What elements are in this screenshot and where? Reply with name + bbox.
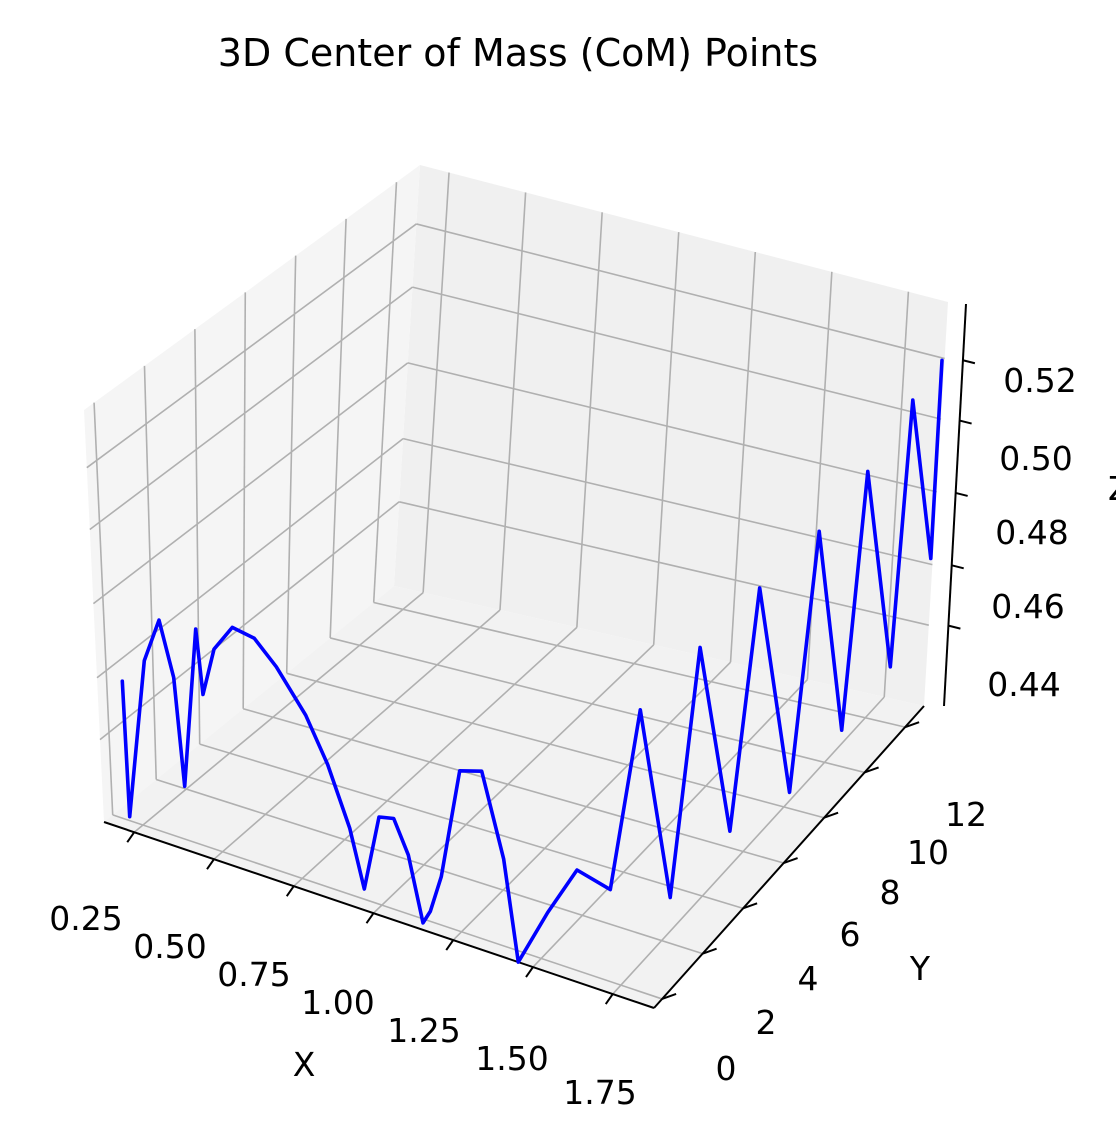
y-gridline-left [194, 329, 201, 745]
y-tick-label: 4 [798, 959, 819, 998]
z-tick [951, 564, 964, 570]
z-tick-label: 0.50 [999, 439, 1072, 478]
x-tick-labels: 0.25 0.50 0.75 1.00 1.25 1.50 1.75 [49, 899, 636, 1112]
axes [103, 303, 967, 1009]
z-gridline-left [99, 501, 400, 741]
chart-title: 3D Center of Mass (CoM) Points [218, 31, 818, 75]
y-gridline-floor [373, 601, 906, 728]
x-tick-label: 1.50 [475, 1039, 548, 1078]
y-tick [823, 811, 839, 819]
y-tick-label: 0 [716, 1049, 737, 1088]
y-axis-line [653, 705, 925, 1009]
x-tick-label: 0.50 [133, 927, 206, 966]
x-gridline-back [576, 212, 603, 628]
z-axis-label: Z [1108, 469, 1116, 508]
series-line [120, 358, 944, 964]
x-gridline-back [499, 192, 527, 611]
y-gridline-left [242, 292, 247, 709]
y-tick-label: 8 [880, 873, 901, 912]
x-gridline-floor [532, 679, 808, 968]
x-gridline-floor [133, 591, 424, 833]
x-gridline-back [729, 251, 757, 663]
y-tick-label: 6 [840, 915, 861, 954]
y-tick [783, 857, 798, 864]
y-gridline-floor [155, 778, 703, 955]
z-tick [948, 624, 961, 630]
x-tick [604, 993, 614, 1005]
y-gridline-floor [242, 707, 784, 864]
y-tick-label: 2 [756, 1003, 777, 1042]
y-tick [904, 721, 920, 729]
y-tick [864, 766, 879, 774]
y-axis-label: Y [909, 949, 931, 988]
x-tick [126, 831, 136, 843]
tick-marks [126, 359, 976, 1005]
z-gridline-left [92, 362, 409, 605]
z-tick [959, 419, 972, 425]
y-tick-label: 12 [945, 795, 987, 834]
z-tick-labels: 0.44 0.46 0.48 0.50 0.52 [987, 361, 1076, 704]
x-gridline-floor [293, 626, 578, 887]
y-tick [702, 947, 717, 955]
x-tick-label: 1.00 [301, 983, 374, 1022]
back-pane [394, 165, 948, 706]
z-gridline-back [407, 362, 937, 493]
x-tick [445, 939, 455, 951]
z-tick-label: 0.44 [987, 665, 1060, 704]
x-gridline-back [422, 172, 450, 593]
z-tick-label: 0.48 [995, 513, 1068, 552]
z-gridline-back [416, 223, 945, 360]
x-tick-label: 1.75 [563, 1073, 636, 1112]
x-gridline-back [652, 232, 680, 645]
x-tick [285, 885, 295, 897]
z-gridline-left [86, 223, 417, 469]
gridlines [86, 172, 945, 1000]
x-tick [206, 858, 215, 870]
y-gridline-left [372, 182, 398, 603]
y-gridline-left [285, 255, 297, 674]
x-gridline-floor [213, 609, 501, 860]
y-tick-label: 10 [907, 833, 949, 872]
y-gridline-floor [330, 637, 865, 774]
z-tick-label: 0.46 [991, 587, 1064, 626]
z-tick-label: 0.52 [1003, 361, 1076, 400]
x-gridline-floor [452, 661, 732, 941]
z-gridline-back [399, 501, 929, 626]
y-gridline-left [143, 365, 157, 780]
y-tick [742, 902, 758, 910]
x-axis-label: X [293, 1045, 316, 1084]
z-gridline-back [402, 437, 933, 566]
z-gridline-left [96, 438, 404, 679]
x-tick [525, 966, 534, 978]
y-gridline-floor [199, 743, 744, 910]
x-gridline-floor [372, 644, 655, 914]
y-gridline-floor [112, 814, 663, 1000]
z-tick [955, 491, 968, 497]
x-tick [365, 912, 375, 924]
x-tick-label: 0.75 [217, 955, 290, 994]
y-tick-labels: 0 2 4 6 8 10 12 [716, 795, 988, 1088]
x-gridline-floor [612, 696, 885, 995]
y-gridline-left [93, 402, 114, 815]
z-gridline-back [412, 286, 942, 420]
z-axis-line [943, 303, 967, 707]
x-axis-line [103, 821, 655, 1009]
z-tick [962, 359, 976, 365]
y-gridline-left [329, 218, 347, 638]
y-tick [661, 992, 677, 1000]
x-tick-label: 1.25 [387, 1011, 460, 1050]
x-gridline-back [883, 291, 910, 698]
x-tick-label: 0.25 [49, 899, 122, 938]
floor-pane [104, 586, 924, 1008]
z-gridline-left [89, 286, 413, 531]
